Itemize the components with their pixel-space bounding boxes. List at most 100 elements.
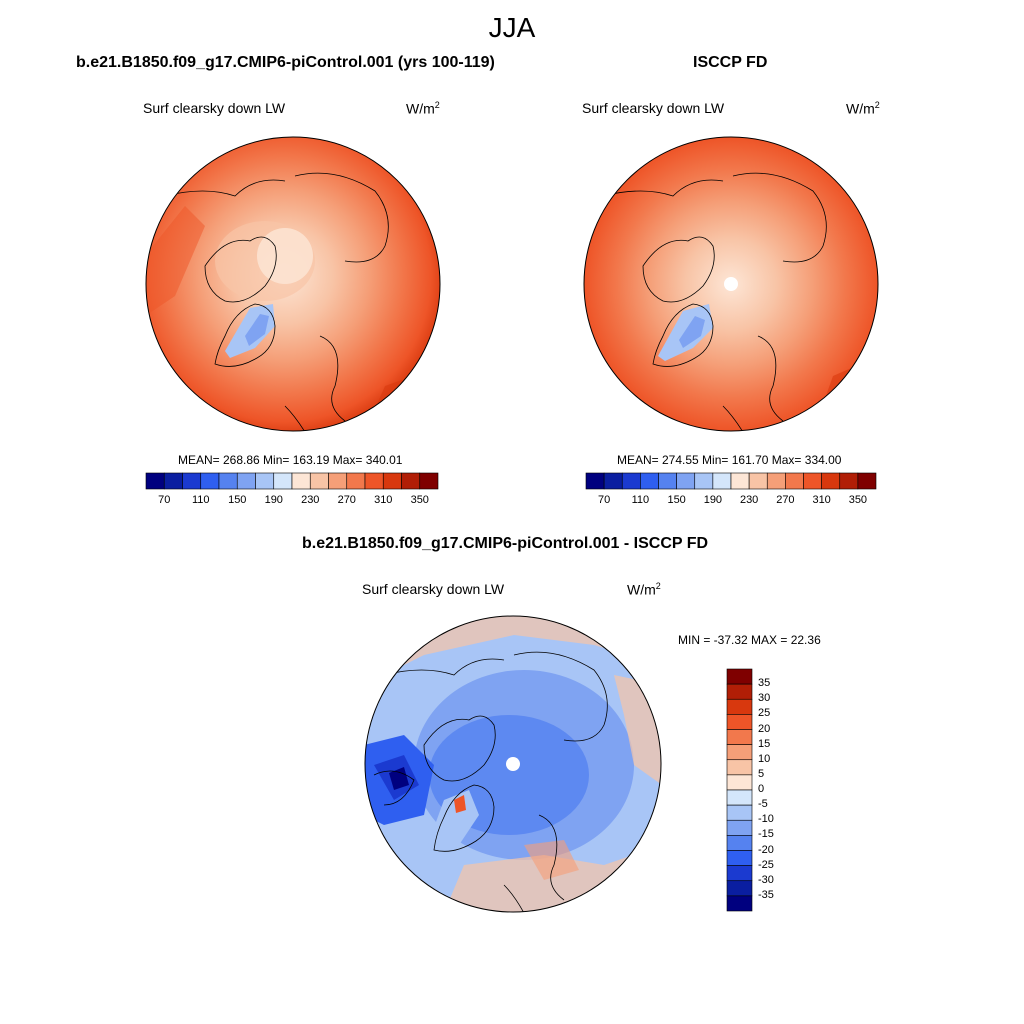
colorbar-tick-label: 150: [667, 494, 686, 506]
colorbar-swatch: [726, 789, 753, 806]
panel1-variable: Surf clearsky down LW: [143, 100, 286, 116]
colorbar-swatch: [419, 472, 439, 490]
panel2-stats: MEAN= 274.55 Min= 161.70 Max= 334.00: [617, 453, 842, 467]
panel2-colorbar: [585, 472, 877, 490]
colorbar-tick-label: 20: [758, 722, 771, 735]
colorbar-tick-label: 35: [758, 677, 771, 690]
colorbar-tick-label: 70: [598, 494, 611, 506]
colorbar-tick-label: -10: [758, 813, 774, 826]
colorbar-swatch: [839, 472, 859, 490]
colorbar-swatch: [346, 472, 366, 490]
colorbar-swatch: [182, 472, 202, 490]
colorbar-tick-label: 310: [374, 494, 393, 506]
panel3-variable: Surf clearsky down LW: [362, 581, 505, 597]
panel2-variable: Surf clearsky down LW: [582, 100, 725, 116]
colorbar-swatch: [726, 744, 753, 761]
colorbar-swatch: [726, 819, 753, 836]
colorbar-swatch: [255, 472, 275, 490]
colorbar-swatch: [291, 472, 311, 490]
colorbar-tick-label: -35: [758, 888, 774, 901]
colorbar-tick-label: 230: [739, 494, 759, 506]
colorbar-tick-label: 30: [758, 692, 771, 705]
colorbar-swatch: [382, 472, 402, 490]
panel1-map: [145, 136, 441, 432]
colorbar-tick-label: 270: [337, 494, 356, 506]
colorbar-swatch: [726, 698, 753, 715]
colorbar-swatch: [640, 472, 659, 490]
colorbar-swatch: [803, 472, 822, 490]
colorbar-tick-label: 230: [301, 494, 320, 506]
colorbar-swatch: [726, 804, 753, 821]
colorbar-swatch: [694, 472, 714, 490]
colorbar-swatch: [236, 472, 256, 490]
panel2-title: ISCCP FD: [693, 54, 768, 71]
colorbar-tick-label: 150: [228, 494, 247, 506]
colorbar-swatch: [401, 472, 421, 490]
panel2-units: W/m2: [846, 100, 880, 117]
panel1-colorbar-labels: 70 110 150 190 230 270 310 350: [146, 494, 438, 508]
colorbar-swatch: [200, 472, 220, 490]
colorbar-swatch: [658, 472, 677, 490]
colorbar-swatch: [726, 774, 753, 791]
colorbar-tick-label: 25: [758, 707, 771, 720]
colorbar-tick-label: 110: [191, 494, 210, 506]
colorbar-swatch: [585, 472, 605, 490]
panel3-units: W/m2: [627, 581, 661, 598]
colorbar-swatch: [621, 472, 641, 490]
colorbar-tick-label: -15: [758, 828, 774, 841]
panel3-colorbar: [726, 668, 753, 912]
colorbar-swatch: [726, 729, 753, 745]
colorbar-swatch: [273, 472, 293, 490]
colorbar-tick-label: -5: [758, 798, 768, 811]
colorbar-tick-label: -30: [758, 873, 774, 886]
colorbar-swatch: [145, 472, 165, 490]
colorbar-tick-label: 10: [758, 752, 771, 765]
colorbar-swatch: [309, 472, 329, 490]
panel3-title: b.e21.B1850.f09_g17.CMIP6-piControl.001 …: [302, 535, 709, 552]
colorbar-swatch: [218, 472, 238, 490]
colorbar-swatch: [712, 472, 732, 490]
colorbar-tick-label: 350: [410, 494, 429, 506]
colorbar-swatch: [766, 472, 786, 490]
panel1-stats: MEAN= 268.86 Min= 163.19 Max= 340.01: [178, 453, 403, 467]
colorbar-tick-label: 270: [776, 494, 795, 506]
colorbar-swatch: [163, 472, 183, 490]
colorbar-swatch: [726, 880, 753, 897]
colorbar-swatch: [730, 472, 750, 490]
colorbar-swatch: [328, 472, 348, 490]
panel2-map: [583, 136, 879, 432]
colorbar-tick-label: 110: [631, 494, 650, 506]
colorbar-tick-label: -20: [758, 843, 774, 856]
colorbar-swatch: [726, 683, 753, 700]
panel1-colorbar: [145, 472, 439, 490]
colorbar-tick-label: 350: [848, 494, 868, 506]
colorbar-tick-label: 310: [812, 494, 831, 506]
colorbar-swatch: [857, 472, 877, 490]
colorbar-swatch: [726, 850, 753, 866]
colorbar-swatch: [821, 472, 841, 490]
panel2-colorbar-labels: 70 110 150 190 230 270 310 350: [586, 494, 876, 508]
colorbar-swatch: [726, 835, 753, 851]
colorbar-tick-label: 190: [264, 494, 283, 506]
colorbar-swatch: [785, 472, 804, 490]
colorbar-swatch: [676, 472, 696, 490]
season-title: JJA: [488, 12, 536, 43]
colorbar-tick-label: 5: [758, 767, 765, 780]
colorbar-tick-label: -25: [758, 858, 774, 871]
colorbar-swatch: [726, 865, 753, 882]
panel1-units: W/m2: [406, 100, 440, 117]
colorbar-swatch: [748, 472, 768, 490]
panel3-map: [364, 615, 662, 913]
colorbar-swatch: [726, 759, 753, 776]
colorbar-swatch: [364, 472, 384, 490]
colorbar-tick-label: 0: [758, 783, 765, 795]
colorbar-tick-label: 190: [703, 494, 723, 506]
colorbar-swatch: [726, 714, 753, 730]
panel3-colorbar-labels: 35 30 25 20 15 10 5 0 -5 -10 -15 -20 -25 -30 -35: [758, 669, 798, 911]
colorbar-tick-label: 15: [758, 737, 771, 750]
colorbar-swatch: [603, 472, 623, 490]
colorbar-tick-label: 70: [158, 494, 171, 506]
panel1-title: b.e21.B1850.f09_g17.CMIP6-piControl.001 …: [76, 54, 495, 71]
colorbar-swatch: [726, 895, 753, 912]
colorbar-swatch: [726, 668, 753, 685]
